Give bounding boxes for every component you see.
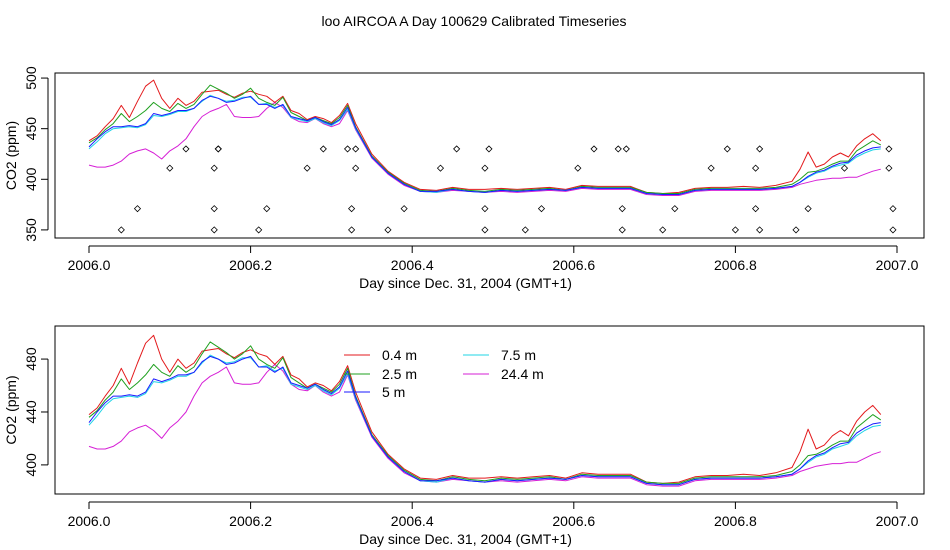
x-tick-label: 2006.6 <box>552 513 595 529</box>
diamond-marker <box>303 164 311 172</box>
series-line-7-5-m <box>88 354 881 486</box>
series-line-5-m <box>88 355 881 486</box>
diamond-marker <box>707 164 715 172</box>
diamond-marker <box>384 226 392 234</box>
diamond-marker <box>618 226 626 234</box>
diamond-marker <box>117 226 125 234</box>
diamond-marker <box>537 205 546 213</box>
diamond-marker <box>481 226 489 234</box>
diamond-marker <box>182 145 190 153</box>
legend-label: 0.4 m <box>382 347 417 363</box>
plot-frame <box>54 72 925 239</box>
diamond-marker <box>352 164 360 172</box>
series-line-24-4-m <box>88 101 881 196</box>
series-line-0-4-m <box>88 79 882 194</box>
diamond-marker <box>792 226 800 234</box>
diamond-marker <box>210 164 218 172</box>
x-tick-label: 2007.0 <box>876 513 919 529</box>
diamond-marker <box>756 226 764 234</box>
diamond-marker <box>133 205 142 213</box>
diamond-marker <box>348 205 356 213</box>
plot-frame <box>54 325 925 495</box>
y-tick-label: 500 <box>23 66 39 90</box>
diamond-marker <box>400 205 408 213</box>
y-tick-label: 400 <box>23 167 39 191</box>
diamond-marker <box>343 145 352 153</box>
top-panel: 2006.0 2006.2 2006.4 2006.6 2006.8 2007.0 Day … <box>3 66 925 291</box>
series-line-24-4-m <box>88 363 881 487</box>
diamond-marker <box>590 145 598 153</box>
diamond-marker <box>618 205 626 213</box>
diamond-marker <box>352 145 360 153</box>
x-tick-label: 2006.4 <box>391 257 434 273</box>
y-tick-label: 400 <box>23 453 39 477</box>
x-tick-label: 2007.0 <box>876 257 919 273</box>
x-axis-title: Day since Dec. 31, 2004 (GMT+1) <box>359 275 572 291</box>
x-tick-label: 2006.0 <box>68 513 111 529</box>
diamond-marker <box>485 145 493 153</box>
plot-area <box>88 334 882 487</box>
legend-label: 2.5 m <box>382 366 417 382</box>
y-tick-label: 440 <box>23 400 39 424</box>
legend: 0.4 m 2.5 m 5 m 7.5 m 24.4 m <box>344 347 544 400</box>
diamond-marker <box>723 145 731 153</box>
diamond-marker <box>804 205 812 213</box>
diamond-marker <box>622 145 630 153</box>
x-tick-label: 2006.0 <box>68 257 111 273</box>
diamond-marker <box>521 226 529 234</box>
x-tick-label: 2006.8 <box>714 513 757 529</box>
legend-label: 7.5 m <box>501 347 536 363</box>
x-tick-label: 2006.8 <box>714 257 757 273</box>
figure-title: loo AIRCOA A Day 100629 Calibrated Times… <box>321 13 626 29</box>
diamond-marker <box>731 226 739 234</box>
diamond-marker <box>481 205 489 213</box>
diamond-marker <box>255 226 263 234</box>
series-line-5-m <box>88 95 881 195</box>
bottom-panel: 2006.0 2006.2 2006.4 2006.6 2006.8 2007.0 Day … <box>3 325 925 547</box>
diamond-marker <box>885 164 893 172</box>
diamond-marker <box>453 145 461 153</box>
diamond-marker <box>210 205 218 213</box>
diamond-marker <box>214 145 222 153</box>
x-tick-label: 2006.4 <box>391 513 434 529</box>
diamond-marker <box>885 145 893 153</box>
y-tick-label: 480 <box>23 347 39 371</box>
diamond-marker <box>166 164 174 172</box>
x-tick-label: 2006.2 <box>229 257 272 273</box>
legend-label: 24.4 m <box>501 366 544 382</box>
diamond-marker <box>210 226 218 234</box>
diamond-marker <box>840 164 849 172</box>
y-tick-label: 450 <box>23 117 39 141</box>
x-tick-label: 2006.2 <box>229 513 272 529</box>
diamond-marker <box>319 145 327 153</box>
x-tick-label: 2006.6 <box>552 257 595 273</box>
diamond-marker <box>263 205 271 213</box>
series-line-7-5-m <box>88 94 881 195</box>
diamond-marker <box>214 145 222 153</box>
diamond-marker <box>436 164 445 172</box>
diamond-marker <box>752 205 760 213</box>
diamond-marker <box>348 226 356 234</box>
plot-area <box>88 79 897 234</box>
diamond-marker <box>614 145 622 153</box>
diamond-marker <box>659 226 667 234</box>
diamond-marker <box>752 164 760 172</box>
y-tick-label: 350 <box>23 218 39 242</box>
y-axis-title: CO2 (ppm) <box>3 121 19 190</box>
diamond-marker <box>671 205 679 213</box>
diamond-marker <box>574 164 582 172</box>
legend-label: 5 m <box>382 384 405 400</box>
series-line-0-4-m <box>88 334 882 484</box>
y-axis-title: CO2 (ppm) <box>3 375 19 444</box>
series-line-2-5-m <box>88 341 882 484</box>
diamond-marker <box>756 145 764 153</box>
diamond-marker <box>889 205 897 213</box>
series-line-2-5-m <box>88 84 882 194</box>
diamond-marker <box>889 226 897 234</box>
x-axis-title: Day since Dec. 31, 2004 (GMT+1) <box>359 531 572 547</box>
diamond-marker <box>481 164 489 172</box>
